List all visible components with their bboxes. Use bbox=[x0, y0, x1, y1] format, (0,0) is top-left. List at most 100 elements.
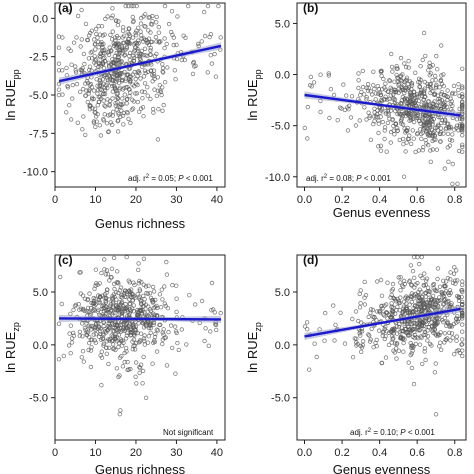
data-point bbox=[367, 333, 372, 338]
data-point bbox=[360, 68, 365, 74]
regression-line bbox=[59, 317, 221, 321]
data-point bbox=[442, 291, 447, 296]
data-point bbox=[380, 333, 385, 338]
scatter-points bbox=[302, 254, 465, 417]
data-point bbox=[376, 144, 381, 149]
data-point bbox=[409, 351, 414, 356]
data-point bbox=[360, 342, 366, 348]
data-point bbox=[418, 127, 423, 132]
data-point bbox=[378, 92, 384, 98]
data-point bbox=[160, 337, 165, 342]
data-point bbox=[417, 327, 422, 332]
data-point bbox=[114, 334, 120, 339]
data-point bbox=[136, 54, 142, 59]
data-point bbox=[86, 33, 92, 38]
data-point bbox=[140, 368, 146, 374]
data-point bbox=[93, 322, 99, 327]
data-point bbox=[395, 66, 400, 71]
data-point bbox=[168, 323, 174, 328]
data-point bbox=[77, 329, 83, 334]
data-point bbox=[397, 300, 403, 306]
data-point bbox=[436, 298, 441, 303]
data-point bbox=[395, 128, 400, 133]
data-point bbox=[130, 106, 136, 111]
data-point bbox=[101, 341, 106, 346]
data-point bbox=[389, 288, 394, 293]
data-point bbox=[435, 276, 440, 282]
data-point bbox=[123, 322, 129, 327]
data-point bbox=[152, 54, 158, 59]
data-point bbox=[126, 3, 131, 9]
data-point bbox=[84, 88, 89, 93]
data-point bbox=[148, 68, 154, 73]
data-point bbox=[157, 40, 162, 45]
data-point bbox=[366, 314, 371, 320]
data-point bbox=[56, 92, 62, 98]
data-point bbox=[93, 26, 99, 32]
data-point bbox=[168, 29, 174, 35]
data-point bbox=[113, 103, 119, 108]
data-point bbox=[205, 70, 210, 75]
data-point bbox=[409, 365, 415, 371]
data-point bbox=[140, 381, 145, 386]
data-point bbox=[437, 284, 443, 289]
x-tick-label: 0.8 bbox=[447, 194, 462, 206]
data-point bbox=[409, 322, 415, 327]
data-point bbox=[348, 115, 354, 120]
data-point bbox=[145, 84, 150, 90]
data-point bbox=[133, 91, 138, 96]
data-point bbox=[104, 120, 110, 126]
data-point bbox=[390, 69, 395, 74]
data-point bbox=[432, 287, 438, 293]
data-point bbox=[448, 277, 453, 282]
data-point bbox=[117, 50, 122, 56]
data-point bbox=[120, 28, 126, 33]
data-point bbox=[98, 353, 103, 358]
data-point bbox=[75, 13, 81, 19]
data-point bbox=[442, 166, 447, 171]
data-point bbox=[67, 331, 72, 336]
data-point bbox=[146, 325, 152, 331]
data-point bbox=[160, 65, 166, 71]
data-point bbox=[364, 97, 369, 102]
data-point bbox=[147, 52, 153, 57]
data-point bbox=[93, 58, 98, 63]
data-point bbox=[162, 45, 167, 51]
data-point bbox=[91, 88, 97, 93]
data-point bbox=[71, 307, 76, 313]
data-point bbox=[87, 106, 93, 112]
data-point bbox=[382, 303, 387, 308]
data-point bbox=[212, 310, 217, 315]
data-point bbox=[412, 332, 418, 338]
data-point bbox=[378, 310, 383, 315]
data-point bbox=[86, 347, 91, 353]
data-point bbox=[123, 3, 128, 9]
data-point bbox=[388, 140, 393, 145]
data-point bbox=[165, 65, 170, 70]
x-tick-label: 0.6 bbox=[410, 447, 425, 459]
data-point bbox=[84, 321, 89, 326]
data-point bbox=[89, 300, 94, 306]
data-point bbox=[136, 261, 141, 266]
data-point bbox=[179, 327, 184, 332]
data-point bbox=[107, 278, 112, 283]
data-point bbox=[102, 85, 107, 91]
data-point bbox=[382, 97, 388, 102]
data-point bbox=[327, 115, 332, 121]
data-point bbox=[419, 254, 424, 260]
data-point bbox=[456, 348, 461, 353]
data-point bbox=[140, 293, 146, 299]
x-axis-label: Genus richness bbox=[95, 216, 186, 231]
data-point bbox=[102, 87, 108, 93]
data-point bbox=[389, 64, 395, 70]
data-point bbox=[358, 92, 363, 98]
data-point bbox=[394, 356, 399, 361]
data-point bbox=[129, 107, 135, 112]
data-point bbox=[96, 94, 101, 99]
y-tick-label: 5.0 bbox=[275, 18, 290, 30]
data-point bbox=[417, 84, 423, 89]
y-tick-label: 0.0 bbox=[275, 340, 290, 352]
data-point bbox=[423, 94, 428, 99]
data-point bbox=[135, 267, 141, 273]
